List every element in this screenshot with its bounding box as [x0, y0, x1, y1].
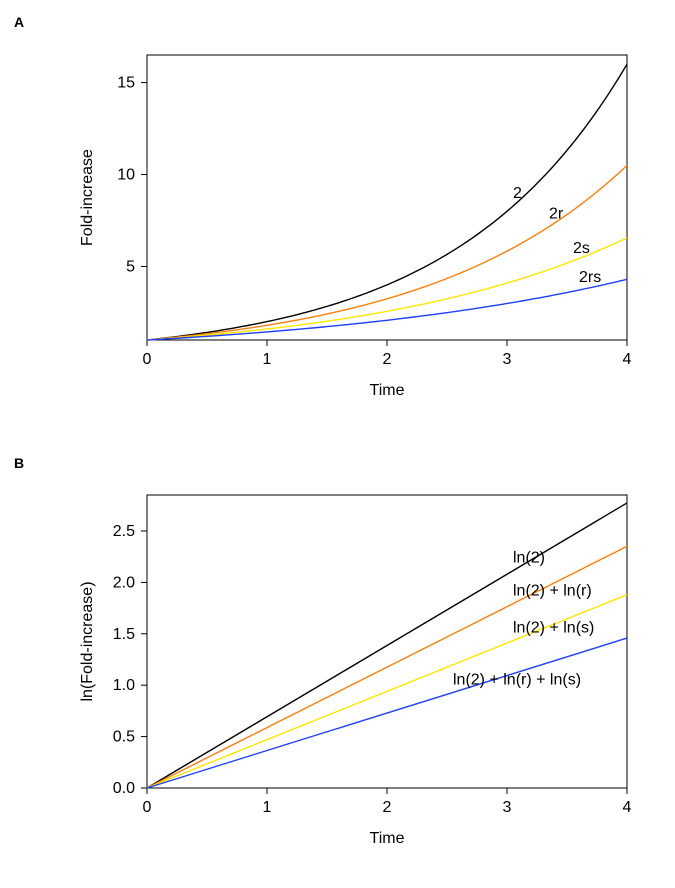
series-label-ln2_lnr: ln(2) + ln(r): [513, 583, 592, 600]
x-axis-title: Time: [370, 382, 405, 399]
plot-box: [147, 495, 627, 788]
chart-b-svg: 0 1 2 3 4 0.0 0.5 1.0 1.5 2.0 2.5 Time ln(Fold-incre…: [62, 470, 657, 868]
y-axis-title: ln(Fold-increase): [79, 581, 96, 701]
chart-b: 0 1 2 3 4 0.0 0.5 1.0 1.5 2.0 2.5 Time ln(Fold-incre…: [62, 470, 657, 868]
x-tick-label: 0: [143, 351, 152, 368]
y-tick-label: 2.0: [113, 574, 135, 591]
y-tick-label: 15: [117, 75, 135, 92]
series-label-2: 2: [513, 185, 522, 202]
y-tick-label: 1.5: [113, 626, 135, 643]
series-label-ln2_lns: ln(2) + ln(s): [513, 620, 594, 637]
y-tick-label: 1.0: [113, 677, 135, 694]
series-label-2s: 2s: [573, 240, 590, 257]
panel-b-label: B: [14, 455, 24, 471]
x-tick-label: 2: [383, 799, 392, 816]
chart-a: 0 1 2 3 4 5 10 15 Time Fold-increase 2 2r 2s 2rs: [62, 30, 657, 420]
y-tick-label: 5: [126, 258, 135, 275]
chart-a-svg: 0 1 2 3 4 5 10 15 Time Fold-increase 2 2r 2s 2rs: [62, 30, 657, 420]
x-tick-label: 4: [623, 351, 632, 368]
x-tick-label: 3: [503, 351, 512, 368]
y-tick-label: 10: [117, 167, 135, 184]
x-tick-label: 1: [263, 351, 272, 368]
x-tick-label: 0: [143, 799, 152, 816]
y-tick-label: 0.5: [113, 729, 135, 746]
page: A 0123451015TimeFold-increase22r2s2rs B …: [0, 0, 675, 888]
x-tick-label: 4: [623, 799, 632, 816]
series-label-ln2_lnr_lns: ln(2) + ln(r) + ln(s): [453, 671, 581, 688]
x-tick-label: 2: [383, 351, 392, 368]
series-label-2rs: 2rs: [579, 269, 601, 286]
panel-a-label: A: [14, 14, 24, 30]
y-tick-label: 0.0: [113, 780, 135, 797]
x-axis-title: Time: [370, 830, 405, 847]
series-label-ln2: ln(2): [513, 550, 545, 567]
y-tick-label: 2.5: [113, 523, 135, 540]
plot-box: [147, 55, 627, 340]
series-label-2r: 2r: [549, 206, 564, 223]
x-tick-label: 3: [503, 799, 512, 816]
y-axis-title: Fold-increase: [79, 149, 96, 246]
x-tick-label: 1: [263, 799, 272, 816]
